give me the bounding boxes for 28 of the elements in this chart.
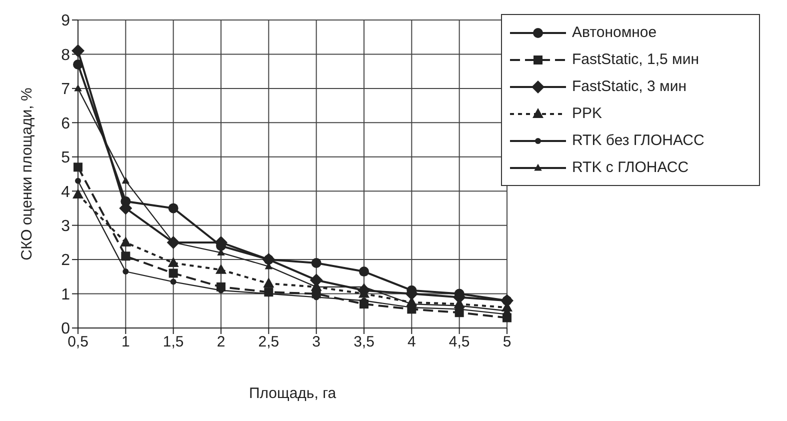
legend-label: PPK (572, 105, 602, 122)
y-tick-label: 5 (61, 150, 70, 167)
x-tick-label: 1 (121, 334, 130, 351)
legend-label: RTK с ГЛОНАСС (572, 159, 689, 176)
x-tick-label: 5 (502, 334, 512, 351)
x-tick-label: 3,5 (354, 334, 374, 351)
legend-label: RTK без ГЛОНАСС (572, 132, 704, 149)
y-tick-label: 4 (61, 184, 70, 201)
x-tick-label: 0,5 (68, 334, 88, 351)
x-tick-label: 3 (312, 334, 321, 351)
y-tick-label: 6 (61, 115, 70, 132)
y-tick-label: 0 (61, 320, 70, 338)
x-tick-label: 1,5 (162, 334, 184, 351)
x-axis-title: Площадь, га (248, 385, 337, 402)
y-axis-title: СКО оценки площади, % (18, 88, 36, 260)
y-tick-label: 3 (61, 218, 70, 236)
legend-label: FastStatic, 3 мин (572, 78, 687, 95)
x-tick-label: 2,5 (258, 334, 280, 351)
x-tick-label: 4,5 (448, 334, 470, 351)
legend-label: FastStatic, 1,5 мин (572, 51, 700, 68)
y-tick-label: 1 (61, 286, 70, 304)
x-tick-label: 2 (216, 334, 226, 351)
x-tick-label: 4 (407, 334, 416, 351)
y-tick-label: 2 (61, 252, 70, 270)
legend-label: Автономное (572, 24, 657, 41)
y-tick-label: 7 (61, 81, 70, 98)
y-tick-label: 8 (61, 46, 70, 64)
y-tick-label: 9 (61, 12, 70, 30)
